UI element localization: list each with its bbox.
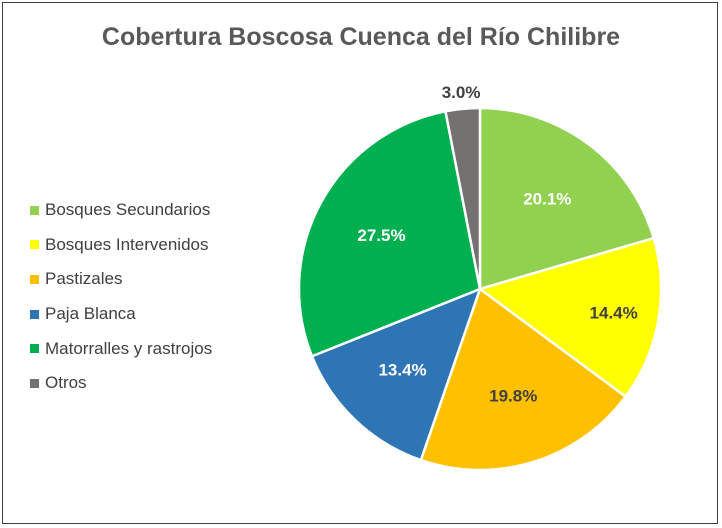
chart-title: Cobertura Boscosa Cuenca del Río Chilibr… — [101, 23, 621, 51]
legend-item-2: Bosques Intervenidos — [30, 228, 212, 263]
pie-slice-5 — [297, 110, 482, 358]
data-label-3: 19.8% — [489, 387, 537, 406]
legend-label-2: Bosques Intervenidos — [45, 234, 209, 254]
data-label-1: 20.1% — [523, 190, 571, 209]
legend-item-1: Bosques Secundarios — [30, 193, 212, 228]
legend-label-3: Pastizales — [45, 269, 123, 289]
legend-swatch-1 — [30, 205, 39, 215]
pie-slice-1 — [478, 106, 655, 291]
legend-item-4: Paja Blanca — [30, 297, 212, 332]
data-label-6: 3.0% — [442, 83, 481, 102]
legend-label-6: Otros — [45, 373, 87, 393]
legend-item-6: Otros — [30, 366, 212, 401]
legend-item-5: Matorralles y rastrojos — [30, 331, 212, 366]
pie-slice-3 — [419, 287, 627, 472]
legend-swatch-6 — [30, 378, 39, 388]
legend-swatch-2 — [30, 240, 39, 250]
legend-label-4: Paja Blanca — [45, 304, 136, 324]
pie-slice-6 — [444, 106, 482, 291]
pie-slice-2 — [478, 236, 663, 398]
legend-swatch-3 — [30, 274, 39, 284]
data-label-4: 13.4% — [378, 361, 426, 380]
data-label-5: 27.5% — [357, 226, 405, 245]
legend-swatch-5 — [30, 344, 39, 354]
legend-label-1: Bosques Secundarios — [45, 200, 211, 220]
legend-item-3: Pastizales — [30, 262, 212, 297]
pie-slice-4 — [310, 287, 482, 462]
data-label-2: 14.4% — [590, 303, 638, 322]
legend-swatch-4 — [30, 309, 39, 319]
chart-legend: Bosques Secundarios Bosques Intervenidos P… — [30, 193, 212, 401]
legend-label-5: Matorralles y rastrojos — [45, 338, 213, 358]
